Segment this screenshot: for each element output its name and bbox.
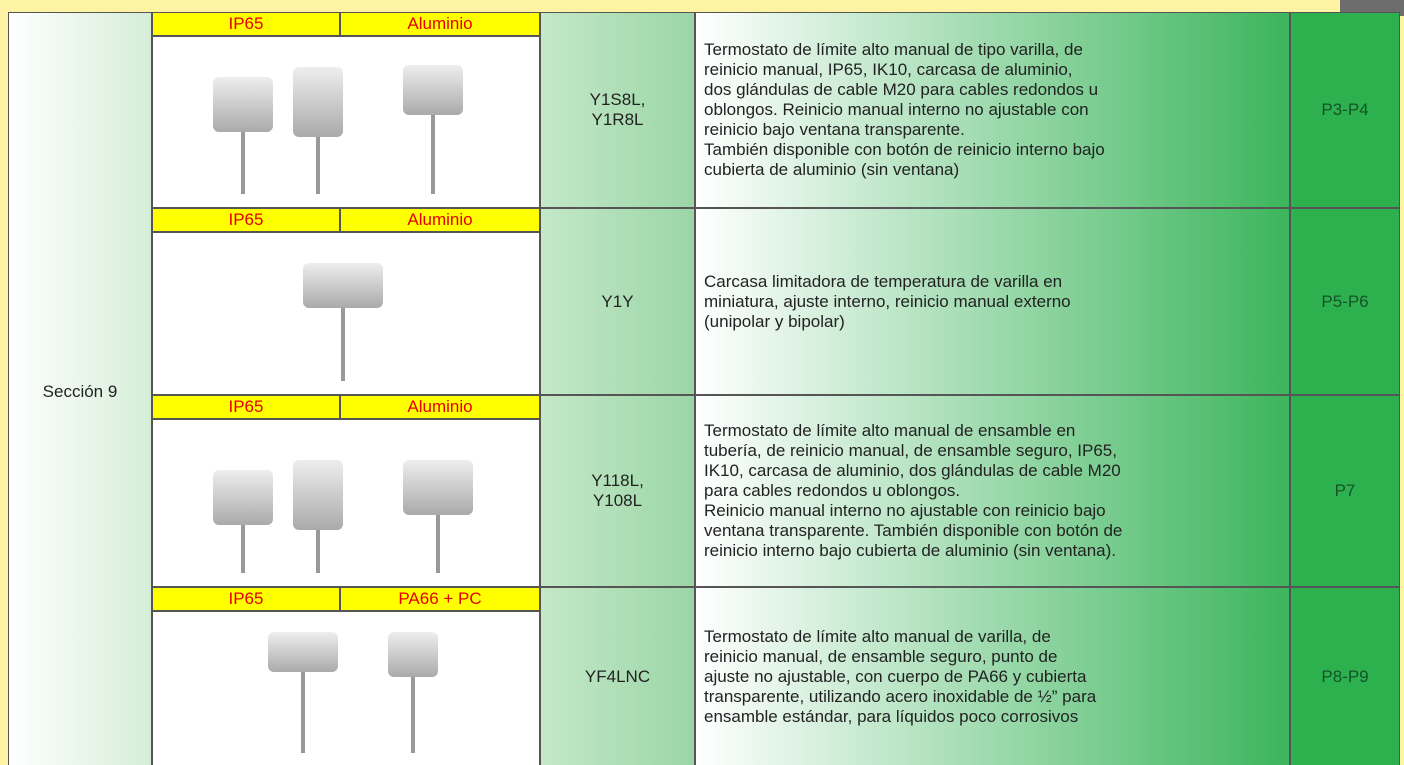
description-line: tubería, de reinicio manual, de ensamble…	[704, 441, 1117, 460]
product-body	[293, 67, 343, 137]
image-cell	[152, 419, 540, 587]
product-body	[293, 460, 343, 530]
description-line: (unipolar y bipolar)	[704, 311, 845, 331]
description-line: oblongos. Reinicio manual interno no aju…	[704, 100, 1089, 119]
page-ref: P8-P9	[1321, 667, 1369, 686]
description-line: ajuste no ajustable, con cuerpo de PA66 …	[704, 667, 1087, 686]
description-line: Termostato de límite alto manual de tipo…	[704, 40, 1083, 59]
product-body	[403, 65, 463, 115]
description-line: También disponible con botón de reinicio…	[704, 140, 1105, 159]
tag-cell: IP65	[152, 12, 340, 36]
tag-cell: IP65	[152, 208, 340, 232]
description-line: reinicio interno bajo cubierta de alumin…	[704, 541, 1117, 560]
tag-cell: IP65	[152, 395, 340, 419]
page-ref: P7	[1334, 481, 1356, 500]
product-body	[388, 632, 438, 677]
product-rod	[341, 308, 345, 381]
description-cell: Termostato de límite alto manual de tipo…	[695, 12, 1290, 208]
tag-cell: Aluminio	[340, 12, 540, 36]
product-rod	[241, 525, 245, 573]
description-line: cubierta de aluminio (sin ventana)	[704, 160, 960, 179]
description-line: para cables redondos u oblongos.	[704, 481, 961, 500]
page-cell: P5-P6	[1290, 208, 1400, 395]
description-cell: Carcasa limitadora de temperatura de var…	[695, 208, 1290, 395]
page-ref: P3-P4	[1321, 100, 1369, 119]
description-line: Termostato de límite alto manual de ensa…	[704, 421, 1076, 440]
page-cell: P8-P9	[1290, 587, 1400, 765]
product-rod	[301, 672, 305, 753]
product-body	[213, 470, 273, 525]
description-line: ventana transparente. También disponible…	[704, 521, 1123, 540]
image-cell	[152, 36, 540, 208]
model-line: YF4LNC	[584, 667, 651, 686]
product-rod	[436, 515, 440, 573]
description-line: reinicio manual, IP65, IK10, carcasa de …	[704, 60, 1073, 79]
description-line: Reinicio manual interno no ajustable con…	[704, 501, 1106, 520]
image-cell	[152, 232, 540, 395]
product-rod	[316, 530, 320, 573]
tag-cell: Aluminio	[340, 208, 540, 232]
description-line: Carcasa limitadora de temperatura de var…	[704, 271, 1063, 291]
product-body	[303, 263, 383, 308]
model-line: Y1R8L	[591, 110, 644, 129]
image-cell	[152, 611, 540, 765]
model-line: Y118L,	[591, 471, 644, 490]
product-rod	[241, 132, 245, 194]
model-cell: YF4LNC	[540, 587, 695, 765]
model-cell: Y118L, Y108L	[540, 395, 695, 587]
tag-cell: IP65	[152, 587, 340, 611]
product-body	[403, 460, 473, 515]
model-line: Y1S8L,	[589, 90, 646, 109]
section-label: Sección 9	[42, 382, 118, 401]
section-cell: Sección 9	[8, 12, 152, 765]
product-rod	[411, 677, 415, 753]
description-line: Termostato de límite alto manual de vari…	[704, 627, 1051, 646]
tag-cell: Aluminio	[340, 395, 540, 419]
page-cell: P7	[1290, 395, 1400, 587]
page-ref: P5-P6	[1321, 291, 1369, 311]
product-rod	[316, 137, 320, 194]
description-line: IK10, carcasa de aluminio, dos glándulas…	[704, 461, 1121, 480]
description-line: miniatura, ajuste interno, reinicio manu…	[704, 291, 1071, 311]
description-line: transparente, utilizando acero inoxidabl…	[704, 687, 1097, 706]
description-line: dos glándulas de cable M20 para cables r…	[704, 80, 1099, 99]
model-line: Y1Y	[601, 291, 634, 311]
tag-cell: PA66 + PC	[340, 587, 540, 611]
description-line: ensamble estándar, para líquidos poco co…	[704, 707, 1079, 726]
description-line: reinicio bajo ventana transparente.	[704, 120, 965, 139]
description-cell: Termostato de límite alto manual de vari…	[695, 587, 1290, 765]
description-cell: Termostato de límite alto manual de ensa…	[695, 395, 1290, 587]
product-rod	[431, 115, 435, 194]
product-body	[268, 632, 338, 672]
model-cell: Y1Y	[540, 208, 695, 395]
model-cell: Y1S8L, Y1R8L	[540, 12, 695, 208]
page-cell: P3-P4	[1290, 12, 1400, 208]
product-body	[213, 77, 273, 132]
description-line: reinicio manual, de ensamble seguro, pun…	[704, 647, 1058, 666]
model-line: Y108L	[592, 491, 643, 510]
